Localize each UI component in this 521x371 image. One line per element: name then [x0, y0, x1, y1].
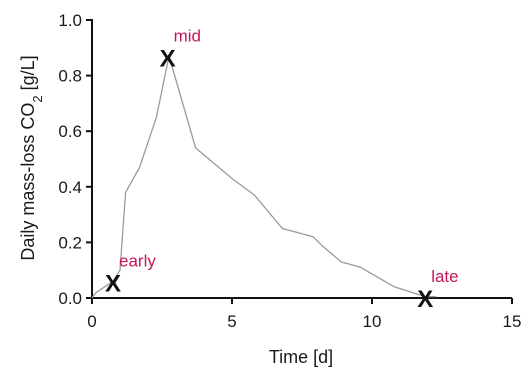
- marker-late-label: late: [431, 267, 458, 286]
- y-tick-label: 0.2: [58, 233, 82, 252]
- x-tick-label: 0: [87, 312, 96, 331]
- x-tick-label: 5: [227, 312, 236, 331]
- x-tick-label: 15: [503, 312, 521, 331]
- series-layer: [91, 55, 437, 299]
- y-tick-label: 0.6: [58, 122, 82, 141]
- series-line: [91, 55, 437, 299]
- x-tick-label: 10: [363, 312, 382, 331]
- y-axis-title-subscript: 2: [30, 95, 45, 102]
- marker-mid-symbol: X: [160, 46, 176, 73]
- y-tick-label: 0.0: [58, 289, 82, 308]
- marker-early-label: early: [119, 252, 156, 271]
- marker-late-symbol: X: [417, 286, 433, 313]
- marker-mid-label: mid: [174, 27, 201, 46]
- y-tick-label: 1.0: [58, 11, 82, 30]
- ticks: 0 5 10 15 0.0 0.2 0.4 0.6 0.8 1.0: [58, 11, 521, 331]
- axes: [91, 19, 512, 299]
- y-axis-title: Daily mass-loss CO2 [g/L]: [18, 55, 45, 260]
- y-tick-label: 0.4: [58, 178, 82, 197]
- y-axis-title-suffix: [g/L]: [18, 55, 38, 95]
- y-tick-label: 0.8: [58, 67, 82, 86]
- marker-early-symbol: X: [105, 271, 121, 298]
- y-axis-title-prefix: Daily mass-loss CO: [18, 103, 38, 261]
- x-axis-title: Time [d]: [269, 347, 333, 367]
